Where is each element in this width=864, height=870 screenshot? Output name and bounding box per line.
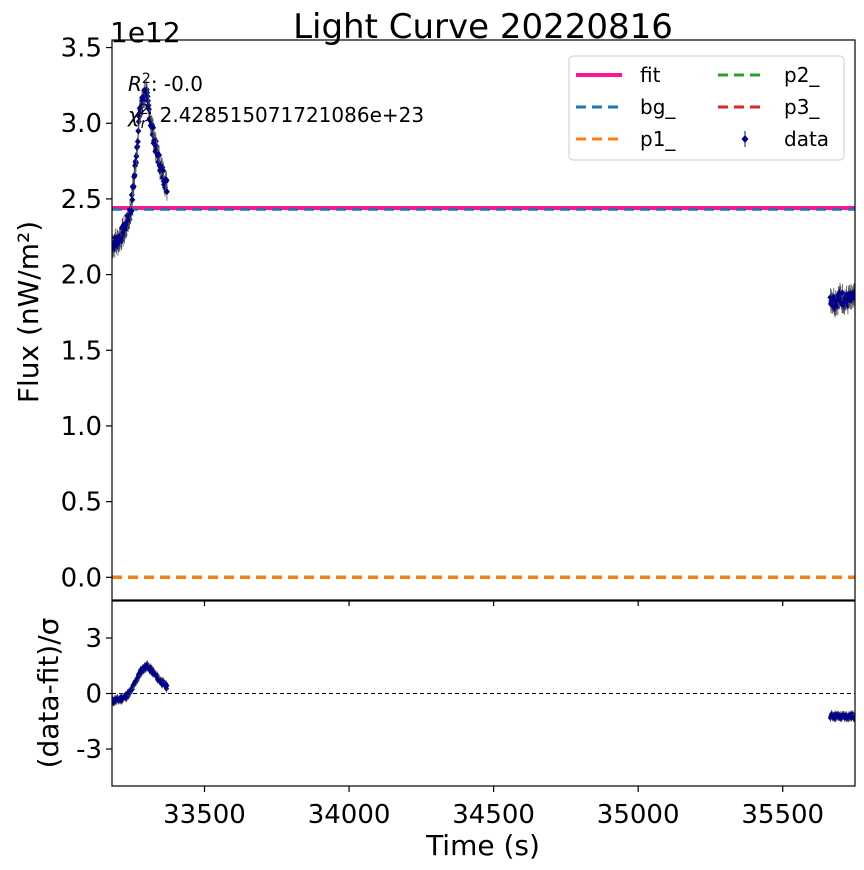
x-tick-label: 33500 (163, 800, 246, 830)
data-point (144, 92, 151, 100)
legend-label-fit: fit (640, 63, 661, 87)
legend-label-p1: p1_ (640, 127, 676, 151)
legend: fit bg_ p1_ p2_ p3_ data (568, 55, 845, 161)
residual-x-axis: 33500 34000 34500 35000 35500 (163, 786, 824, 830)
residual-y-tick-label: 0 (85, 680, 102, 710)
y-offset-label: 1e12 (110, 16, 181, 49)
data-point (123, 224, 130, 232)
legend-entry-fit: fit (576, 63, 661, 87)
residual-y-axis: 3 0 -3 (76, 624, 112, 765)
chi2-annotation: : 2.428515071721086e+23 (147, 103, 425, 127)
svg-text:R2: -0.0: R2: -0.0 (128, 71, 203, 96)
x-tick-label: 35000 (597, 800, 680, 830)
x-tick-label: 34500 (452, 800, 535, 830)
legend-box (568, 55, 845, 161)
data-point (145, 105, 152, 113)
legend-label-p3: p3_ (784, 95, 820, 119)
legend-entry-p2: p2_ (718, 63, 820, 87)
svg-text:χ2r: 2.428515071721086e+23: χ2 r: 2.428515071721086e+23 (127, 102, 424, 132)
data-point (145, 101, 152, 109)
data-point (130, 182, 137, 190)
residual-point (164, 682, 170, 689)
main-y-axis: 0.0 0.5 1.0 1.5 2.0 2.5 3.0 3.5 (61, 34, 112, 593)
legend-entry-bg: bg_ (576, 95, 676, 119)
data-point (852, 290, 855, 298)
data-point (135, 127, 142, 135)
data-point (150, 124, 157, 132)
data-point (152, 137, 159, 145)
data-point (163, 177, 170, 185)
data-point (129, 196, 136, 204)
data-point (145, 97, 152, 105)
data-point (134, 143, 141, 151)
residual-y-tick-label: -3 (76, 735, 102, 765)
main-y-tick-label: 1.5 (61, 336, 102, 366)
residual-y-axis-title: (data-fit)/σ (32, 618, 65, 769)
legend-label-bg: bg_ (640, 95, 676, 119)
data-point (134, 138, 141, 146)
main-y-tick-label: 0.5 (61, 488, 102, 518)
r2-annotation: : -0.0 (151, 72, 203, 96)
x-tick-label: 35500 (741, 800, 824, 830)
legend-entry-p3: p3_ (718, 95, 820, 119)
main-y-tick-label: 1.0 (61, 412, 102, 442)
x-tick-label: 34000 (308, 800, 391, 830)
data-point (112, 245, 118, 253)
legend-entry-p1: p1_ (576, 127, 676, 151)
residual-point (852, 714, 855, 721)
main-y-tick-label: 2.0 (61, 261, 102, 291)
legend-entry-data: data (741, 127, 829, 151)
data-point (133, 159, 140, 167)
main-y-tick-label: 0.0 (61, 563, 102, 593)
main-y-tick-label: 3.5 (61, 34, 102, 64)
residual-y-tick-label: 3 (85, 624, 102, 654)
main-y-tick-label: 2.5 (61, 185, 102, 215)
data-point (160, 167, 167, 175)
main-y-tick-label: 3.0 (61, 109, 102, 139)
main-data-points (112, 80, 855, 318)
legend-label-p2: p2_ (784, 63, 820, 87)
residual-data-points (112, 659, 855, 723)
fit-annotations: R2: -0.0 χ2 r: 2.428515071721086e+23 (127, 71, 424, 132)
data-point (163, 188, 170, 196)
data-point (128, 207, 135, 215)
chart-title: Light Curve 20220816 (293, 7, 673, 47)
data-point (131, 171, 138, 179)
data-point (133, 152, 140, 160)
legend-label-data: data (784, 127, 829, 151)
main-plot-area (111, 39, 856, 601)
main-y-axis-title: Flux (nW/m²) (12, 221, 45, 403)
main-model-lines (112, 206, 855, 579)
x-axis-title: Time (s) (425, 829, 540, 862)
